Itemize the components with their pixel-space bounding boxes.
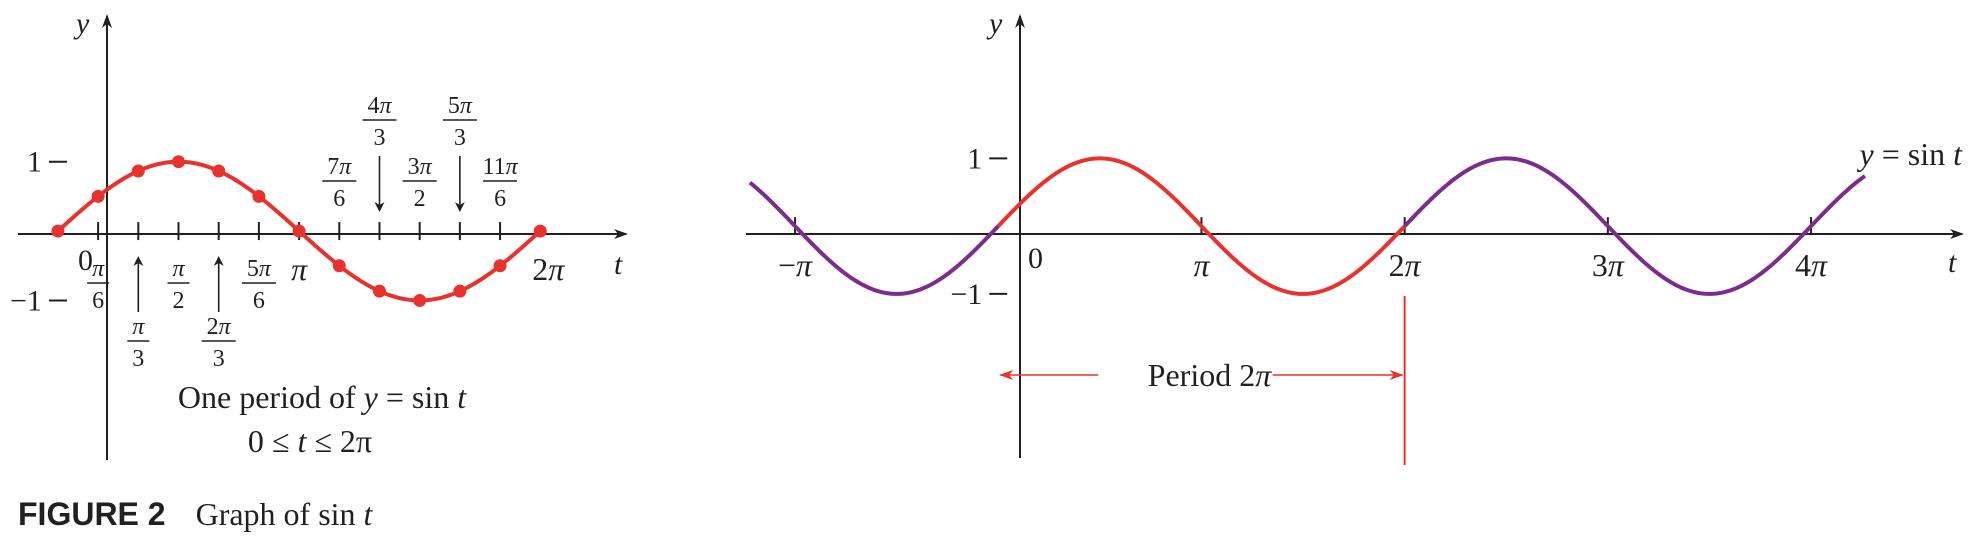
left-fraction-label: 7π6	[322, 154, 357, 212]
left-fraction-denominator: 3	[373, 125, 385, 151]
left-fraction-numerator: π	[172, 256, 185, 282]
left-origin-label: 0	[78, 244, 93, 277]
right-x-axis-label: t	[1948, 246, 1957, 279]
left-fraction-denominator: 3	[454, 125, 466, 151]
left-fraction-label: π2	[167, 256, 190, 314]
right-y-axis-label: y	[986, 7, 1003, 40]
left-data-point	[131, 164, 145, 178]
right-curve-label: y = sin t	[1857, 136, 1964, 172]
right-origin-label: 0	[1028, 242, 1043, 275]
left-data-point	[413, 293, 427, 307]
left-annotation-line2: 0 ≤ t ≤ 2π	[248, 423, 372, 459]
left-fraction-numerator: 5π	[247, 256, 272, 282]
left-inline-tick-labels: π 2π	[291, 251, 565, 287]
right-x-tick-label: 3π	[1592, 247, 1625, 283]
left-fraction-numerator: 2π	[207, 314, 232, 340]
left-fraction-label: 5π6	[241, 256, 276, 314]
left-data-point	[292, 224, 306, 238]
left-fraction-numerator: 11π	[483, 154, 519, 180]
left-fraction-denominator: 3	[132, 346, 144, 372]
left-x-axis-label: t	[614, 248, 623, 281]
left-data-points	[51, 155, 547, 307]
right-x-tick-label: 2π	[1389, 247, 1422, 283]
left-data-point	[372, 284, 386, 298]
left-data-point	[91, 189, 105, 203]
left-fraction-label: 2π3	[201, 256, 236, 372]
left-fraction-denominator: 3	[213, 346, 225, 372]
left-fraction-numerator: 3π	[408, 154, 433, 180]
left-fraction-numerator: 5π	[448, 93, 473, 119]
left-y-ticks: 1 −1	[10, 146, 67, 317]
right-sine-main-period	[996, 156, 1407, 296]
left-data-point	[252, 189, 266, 203]
period-label: Period 2π	[1148, 357, 1273, 393]
left-fraction-denominator: 6	[92, 288, 104, 314]
figure-caption: FIGURE 2 Graph of sin t	[18, 496, 374, 532]
right-panel-chart: y t 0 1 −1 −π π 2π 3π 4π y = sin t Period 2π	[746, 7, 1964, 465]
left-data-point	[51, 224, 65, 238]
right-x-tick-label: 4π	[1795, 247, 1828, 283]
left-data-point	[172, 155, 186, 169]
left-data-point	[493, 259, 507, 273]
left-fraction-label: 3π2	[402, 154, 437, 212]
left-fraction-denominator: 6	[333, 186, 345, 212]
left-fraction-denominator: 6	[494, 186, 506, 212]
left-y-axis-label: y	[73, 7, 90, 40]
right-y-tick-label: −1	[950, 278, 982, 311]
left-fraction-label: 5π3	[442, 93, 477, 212]
left-y-tick-label: −1	[10, 284, 42, 317]
figure-label: FIGURE 2	[18, 496, 166, 532]
left-data-point	[332, 259, 346, 273]
left-fraction-denominator: 2	[173, 288, 185, 314]
left-y-tick-label: 1	[27, 146, 42, 179]
left-fraction-label: π6	[87, 256, 110, 314]
left-fraction-numerator: π	[132, 314, 145, 340]
left-annotation-line1: One period of y = sin t	[178, 379, 467, 415]
right-sine-extension-left	[748, 180, 1000, 296]
right-period-annotation: Period 2π	[999, 296, 1406, 465]
left-fraction-label: 4π3	[362, 93, 397, 212]
right-sine-extension-right	[1403, 156, 1867, 296]
left-fraction-denominator: 2	[414, 186, 426, 212]
figure-caption-text: Graph of sin	[196, 496, 356, 532]
left-data-point	[212, 164, 226, 178]
right-y-tick-label: 1	[967, 142, 982, 175]
right-x-ticks: −π π 2π 3π 4π	[778, 217, 1828, 283]
left-fraction-numerator: 7π	[327, 154, 352, 180]
right-y-ticks: 1 −1	[950, 142, 1008, 311]
left-fraction-label: π3	[127, 256, 150, 372]
right-x-tick-label: −π	[778, 247, 813, 283]
left-fraction-numerator: 4π	[367, 93, 392, 119]
left-data-point	[453, 284, 467, 298]
left-inline-tick-label: π	[291, 251, 308, 287]
right-x-tick-label: π	[1193, 247, 1210, 283]
left-data-point	[533, 224, 547, 238]
left-fraction-denominator: 6	[253, 288, 265, 314]
left-fraction-numerator: π	[92, 256, 105, 282]
left-inline-tick-label: 2π	[532, 251, 565, 287]
